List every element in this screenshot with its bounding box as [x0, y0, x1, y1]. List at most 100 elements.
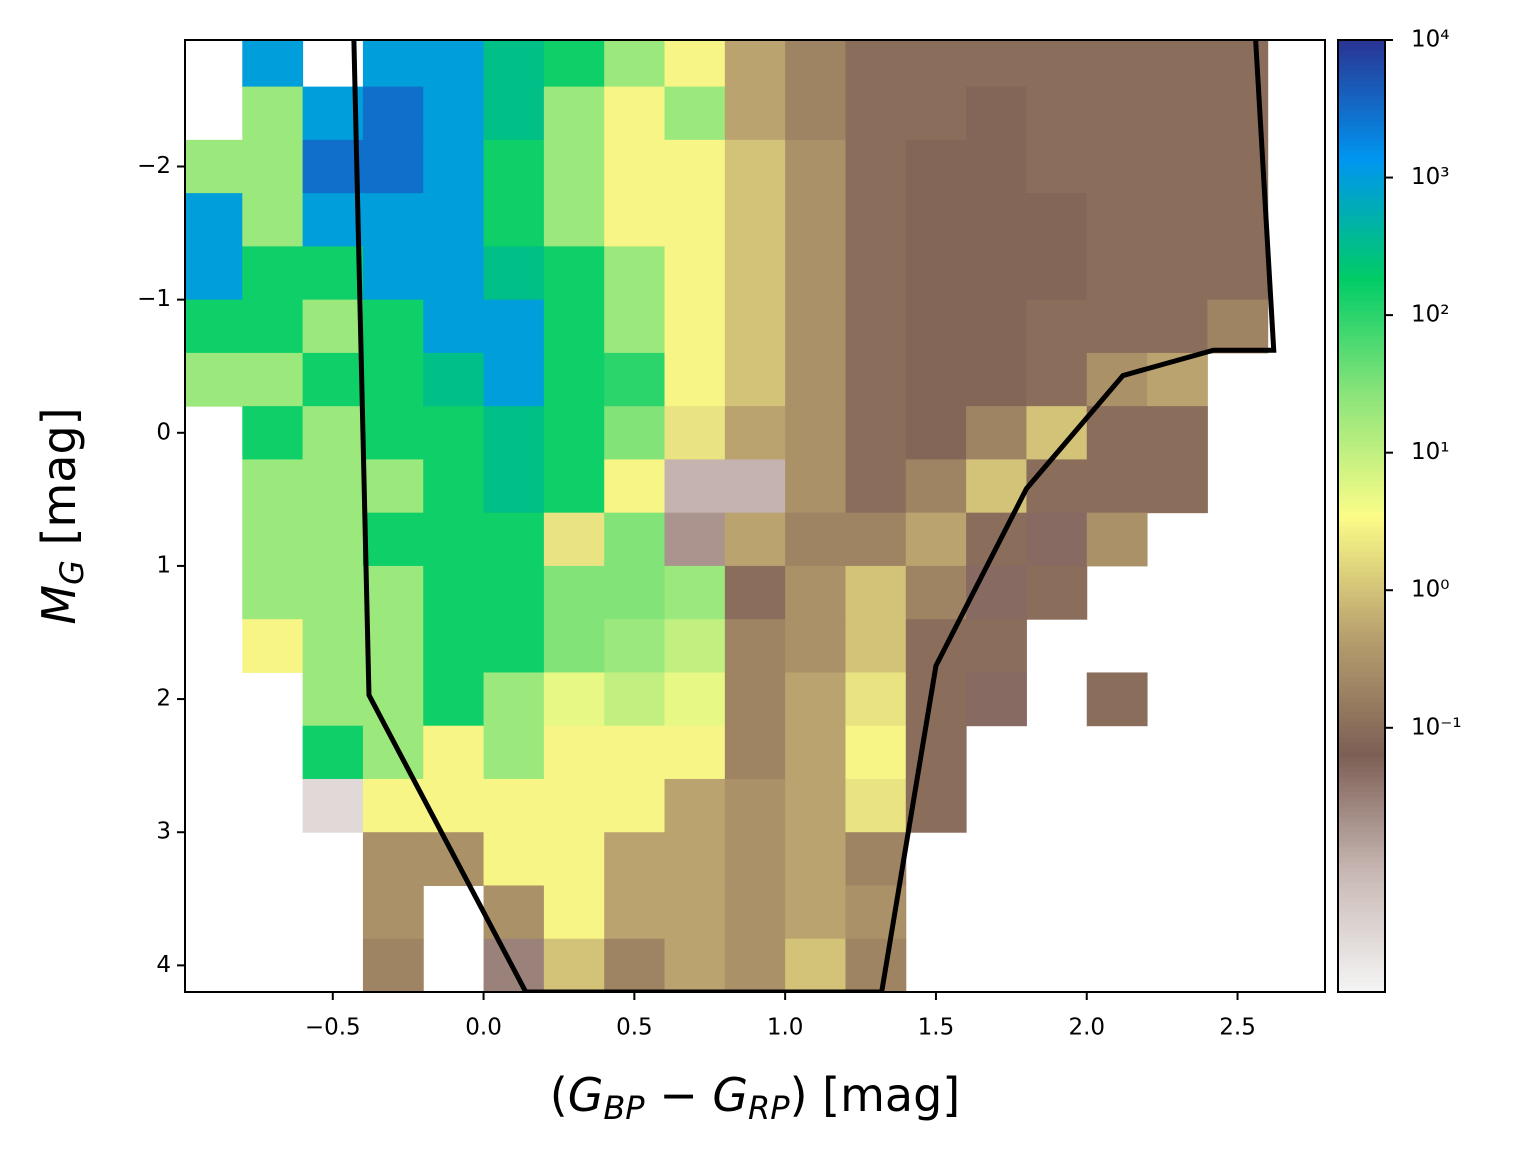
colorbar-strip [1338, 696, 1385, 702]
colorbar-tick-label: 10² [1411, 302, 1450, 328]
x-tick-label: 2.5 [1219, 1015, 1256, 1041]
colorbar-strip [1338, 756, 1385, 763]
heatmap-cell [905, 86, 967, 141]
colorbar-strip [1338, 45, 1385, 51]
heatmap-cell [362, 299, 424, 354]
colorbar-strip [1338, 255, 1385, 262]
colorbar-strip [1338, 736, 1385, 743]
selection-boundary [351, 40, 1277, 992]
heatmap-cell [1026, 246, 1088, 301]
heatmap-cell [302, 459, 364, 514]
heatmap-cell [724, 246, 786, 301]
colorbar-strip [1338, 360, 1385, 367]
heatmap-cell [845, 406, 907, 460]
colorbar-strip [1338, 275, 1385, 282]
colorbar-strip [1338, 480, 1385, 487]
heatmap-cell [664, 459, 726, 514]
heatmap-cell [966, 86, 1027, 141]
colorbar-strip [1338, 240, 1385, 247]
colorbar-strip [1338, 410, 1385, 417]
heatmap-cell [905, 406, 967, 460]
heatmap-cell [1026, 299, 1088, 354]
heatmap-cell [362, 832, 424, 886]
label-part: BP [603, 1089, 645, 1127]
colorbar-strip [1338, 676, 1385, 682]
colorbar-strip [1338, 656, 1385, 662]
heatmap-cell [302, 299, 364, 354]
colorbar-tick-label: 10⁻¹ [1411, 714, 1462, 740]
heatmap-cell [362, 406, 424, 460]
colorbar-strip [1338, 831, 1385, 838]
label-part: ) [mag] [790, 1068, 961, 1122]
plot-frame [184, 39, 1326, 993]
colorbar-strip [1338, 846, 1385, 853]
heatmap-cell [543, 619, 605, 673]
heatmap-cell [664, 832, 726, 886]
heatmap-cell [845, 565, 907, 620]
colorbar-strip [1338, 130, 1385, 136]
colorbar-strip [1338, 210, 1385, 216]
heatmap-cell [242, 246, 304, 301]
heatmap-cell [185, 246, 243, 301]
colorbar-strip [1338, 405, 1385, 412]
heatmap-cell [543, 672, 605, 727]
heatmap-cell [423, 406, 485, 460]
colorbar-strip [1338, 616, 1385, 622]
colorbar-strip [1338, 220, 1385, 226]
colorbar-strip [1338, 741, 1385, 748]
heatmap-cell [845, 512, 907, 567]
heatmap-cell [905, 193, 967, 247]
heatmap-cell [543, 40, 605, 88]
heatmap-cell [483, 193, 545, 247]
colorbar-strip [1338, 430, 1385, 437]
heatmap-cell [543, 406, 605, 460]
heatmap-cell [604, 832, 666, 886]
colorbar-strip [1338, 936, 1385, 943]
colorbar-strip [1338, 671, 1385, 677]
colorbar-frame [1337, 39, 1386, 993]
heatmap-cell [785, 246, 846, 301]
heatmap-cell [362, 459, 424, 514]
heatmap-cell [362, 139, 424, 194]
colorbar-strip [1338, 385, 1385, 392]
heatmap-cell [423, 193, 485, 247]
colorbar-strip [1338, 245, 1385, 252]
colorbar-strip [1338, 300, 1385, 307]
heatmap-cell [543, 938, 605, 992]
colorbar-strip [1338, 340, 1385, 347]
colorbar-strip [1338, 285, 1385, 292]
heatmap-cell [362, 619, 424, 673]
colorbar-strip [1338, 946, 1385, 953]
heatmap-cell [604, 725, 666, 780]
colorbar-strip [1338, 816, 1385, 823]
heatmap-cell [664, 139, 726, 194]
heatmap-cell [664, 619, 726, 673]
y-tick-label: 2 [156, 686, 171, 712]
colorbar-strip [1338, 516, 1385, 522]
heatmap-cell [845, 778, 907, 833]
colorbar-strip [1338, 85, 1385, 91]
label-part: [mag] [32, 407, 86, 560]
colorbar-strip [1338, 115, 1385, 121]
colorbar-strip [1338, 335, 1385, 342]
colorbar-strip [1338, 746, 1385, 753]
colorbar-strip [1338, 871, 1385, 878]
heatmap-cell [1147, 86, 1208, 141]
colorbar-strip [1338, 505, 1385, 512]
heatmap-cell [1207, 246, 1269, 301]
colorbar-strip [1338, 160, 1385, 166]
heatmap-cell [785, 406, 846, 460]
colorbar-strip [1338, 636, 1385, 642]
heatmap-cell [483, 832, 545, 886]
colorbar-strip [1338, 415, 1385, 422]
heatmap-cell [664, 725, 726, 780]
heatmap-cell [543, 459, 605, 514]
heatmap-cell [724, 885, 786, 940]
heatmap-cell [724, 139, 786, 194]
colorbar-strip [1338, 811, 1385, 818]
heatmap-cell [724, 565, 786, 620]
heatmap-cell [1207, 193, 1269, 247]
colorbar-strip [1338, 786, 1385, 793]
colorbar-strip [1338, 751, 1385, 758]
colorbar-strip [1338, 521, 1385, 527]
